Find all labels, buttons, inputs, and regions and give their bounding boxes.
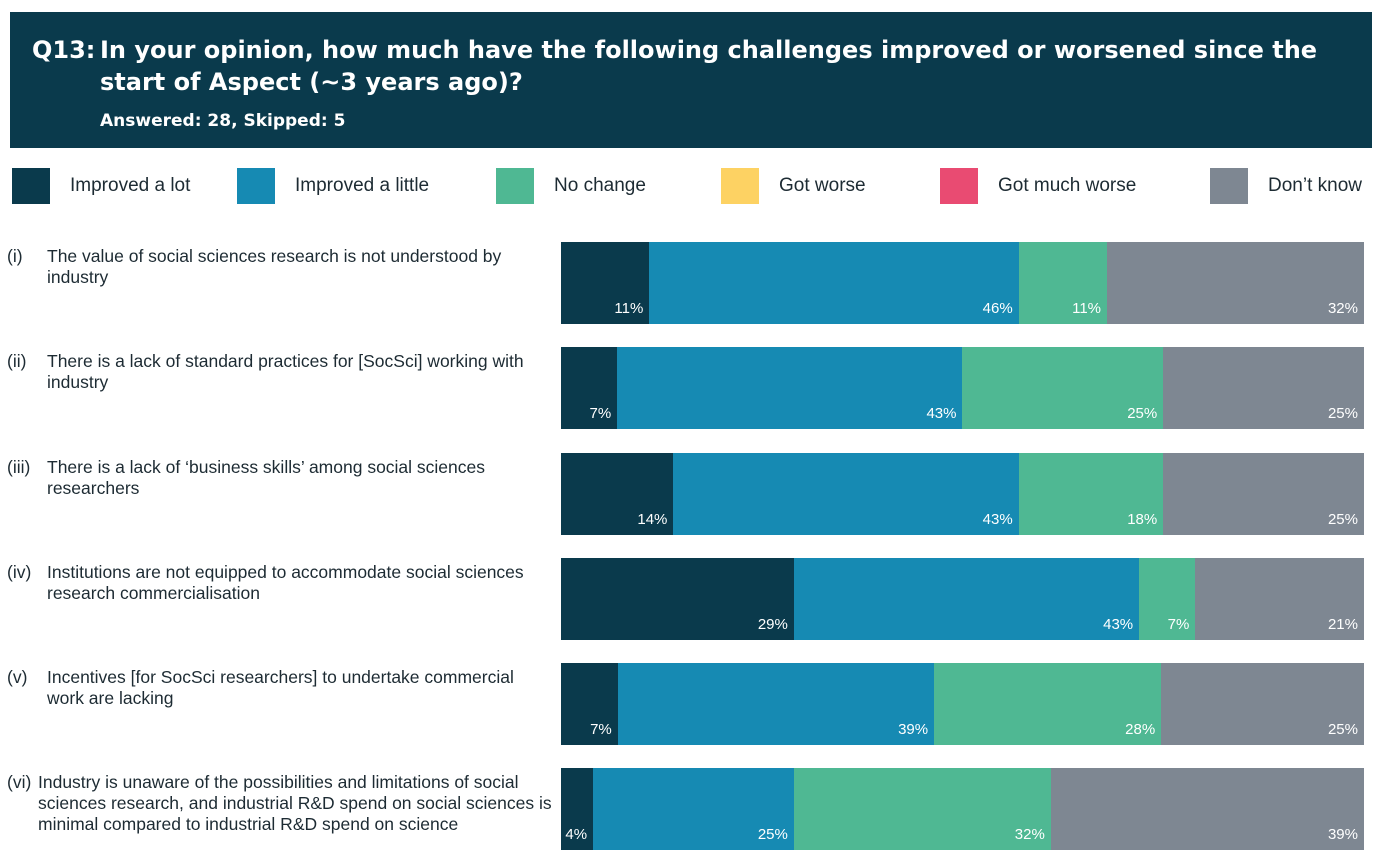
bar-segment: 21% (1195, 558, 1364, 640)
category-text: Institutions are not equipped to accommo… (47, 562, 524, 603)
bar-segment: 43% (673, 453, 1019, 535)
data-label: 43% (1103, 616, 1134, 633)
data-label: 18% (1127, 511, 1158, 528)
category-text: Incentives [for SocSci researchers] to u… (47, 667, 514, 708)
legend-item: Don’t know (1210, 168, 1362, 204)
chart-legend: Improved a lot Improved a little No change… (0, 168, 1382, 204)
chart-header: Q13: In your opinion, how much have the … (10, 12, 1372, 148)
bar-segment: 7% (561, 347, 618, 429)
data-label: 39% (1327, 826, 1358, 843)
stacked-bar: 11% 46% 11% 32% (561, 242, 1364, 324)
question-text: In your opinion, how much have the follo… (100, 36, 1318, 96)
stacked-bar: 29% 43% 7% 21% (561, 558, 1364, 640)
legend-item: Improved a lot (12, 168, 190, 204)
legend-label: Don’t know (1268, 175, 1362, 196)
legend-item: Got much worse (940, 168, 1136, 204)
bar-segment: 46% (649, 242, 1019, 324)
bar-segment: 7% (561, 663, 618, 745)
category-text: The value of social sciences research is… (47, 246, 502, 287)
data-label: 7% (1167, 616, 1190, 633)
bar-segment: 14% (561, 453, 674, 535)
category-text: There is a lack of ‘business skills’ amo… (47, 457, 486, 498)
data-label: 7% (589, 405, 612, 422)
legend-label: Got worse (779, 175, 866, 196)
bar-segment: 39% (617, 663, 935, 745)
category-number: (iii) (7, 457, 31, 477)
bar-segment: 32% (1107, 242, 1364, 324)
data-label: 28% (1125, 721, 1156, 738)
legend-item: No change (496, 168, 646, 204)
bar-segment: 7% (1139, 558, 1196, 640)
data-label: 25% (757, 826, 788, 843)
legend-swatch (237, 168, 275, 204)
data-label: 7% (590, 721, 612, 738)
data-label: 25% (1127, 405, 1158, 422)
legend-item: Got worse (721, 168, 866, 204)
legend-swatch (1210, 168, 1248, 204)
data-label: 39% (898, 721, 929, 738)
data-label: 14% (637, 511, 668, 528)
category-text: Industry is unaware of the possibilities… (38, 772, 552, 834)
data-label: 21% (1327, 616, 1358, 633)
bar-segment: 11% (1018, 242, 1108, 324)
question-number: Q13: (32, 36, 96, 64)
data-label: 43% (982, 511, 1013, 528)
bar-segment: 25% (1163, 453, 1364, 535)
legend-label: Got much worse (998, 175, 1137, 196)
bar-segment: 43% (793, 558, 1140, 640)
stacked-bar: 4% 25% 32% 39% (561, 768, 1364, 850)
bar-segment: 25% (962, 347, 1164, 429)
data-label: 32% (1014, 826, 1045, 843)
category-number: (v) (7, 667, 28, 687)
bar-segment: 11% (561, 242, 650, 324)
bar-segment: 18% (1018, 453, 1164, 535)
bar-segment: 39% (1050, 768, 1364, 850)
bar-segment: 29% (561, 558, 794, 640)
legend-item: Improved a little (237, 168, 429, 204)
data-label: 29% (757, 616, 788, 633)
stacked-bar: 14% 43% 18% 25% (561, 453, 1364, 535)
answered-count: Answered: 28, Skipped: 5 (100, 111, 346, 131)
data-label: 11% (1072, 300, 1102, 317)
legend-swatch (940, 168, 978, 204)
category-number: (ii) (7, 351, 27, 371)
data-label: 25% (1327, 511, 1358, 528)
category-number: (iv) (7, 562, 32, 582)
bar-segment: 25% (593, 768, 794, 850)
category-text: There is a lack of standard practices fo… (47, 351, 524, 392)
bar-segment: 25% (1161, 663, 1364, 745)
data-label: 43% (926, 405, 957, 422)
legend-swatch (496, 168, 534, 204)
category-number: (vi) (7, 772, 32, 792)
data-label: 4% (565, 826, 588, 843)
legend-label: No change (554, 175, 646, 196)
bar-segment: 43% (617, 347, 963, 429)
data-label: 46% (982, 300, 1013, 317)
bar-segment: 28% (934, 663, 1162, 745)
stacked-bar: 7% 43% 25% 25% (561, 347, 1364, 429)
stacked-bar: 7% 39% 28% 25% (561, 663, 1364, 745)
data-label: 25% (1327, 721, 1358, 738)
legend-swatch (721, 168, 759, 204)
legend-label: Improved a lot (70, 175, 191, 196)
legend-label: Improved a little (295, 175, 430, 196)
data-label: 25% (1327, 405, 1358, 422)
data-label: 32% (1327, 300, 1358, 317)
legend-swatch (12, 168, 50, 204)
bar-segment: 4% (561, 768, 594, 850)
data-label: 11% (614, 300, 644, 317)
category-number: (i) (7, 246, 23, 266)
bar-segment: 25% (1163, 347, 1364, 429)
bar-segment: 32% (793, 768, 1051, 850)
